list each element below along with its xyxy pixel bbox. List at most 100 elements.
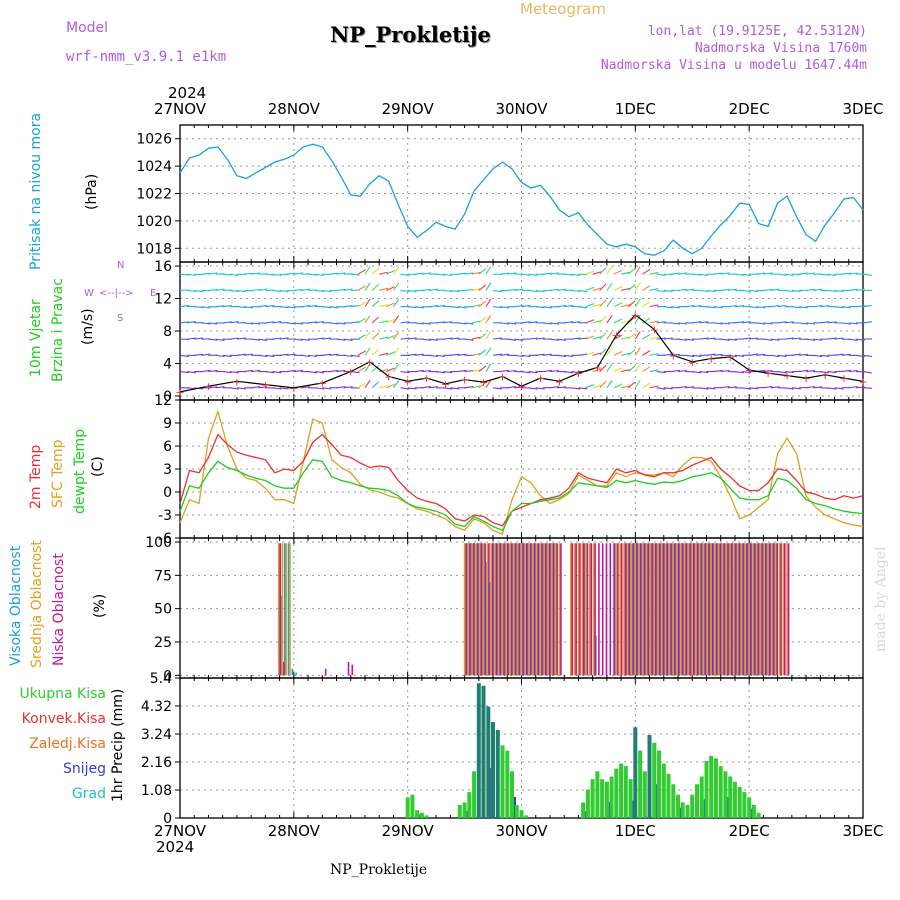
wind-barb bbox=[855, 386, 865, 389]
date-label-top: 27NOV bbox=[154, 100, 207, 118]
precip-bar bbox=[638, 750, 643, 818]
wind-barb bbox=[364, 266, 371, 275]
wind-barb bbox=[229, 321, 239, 324]
wind-barb bbox=[421, 272, 431, 275]
precip-bar bbox=[424, 815, 429, 818]
wind-barb bbox=[806, 288, 816, 291]
wind-barb bbox=[514, 288, 524, 291]
model-elevation-label: Nadmorska Visina u modelu 1647.44m bbox=[600, 58, 867, 73]
wind-barb bbox=[300, 338, 310, 341]
wind-barb bbox=[720, 288, 730, 291]
y-tick-label: 0 bbox=[163, 811, 172, 827]
wind-gust-marker: + bbox=[365, 356, 374, 369]
date-label-bottom: 29NOV bbox=[382, 822, 435, 840]
wind-gust-marker: + bbox=[783, 370, 792, 383]
wind-barb bbox=[855, 338, 865, 341]
wind-barb bbox=[557, 304, 567, 308]
wind-barb bbox=[627, 365, 636, 373]
precip-bar bbox=[524, 815, 529, 818]
wind-barb bbox=[841, 306, 851, 309]
compass-cross-icon: <--|--> bbox=[99, 288, 134, 299]
wind-barb bbox=[208, 288, 218, 291]
wind-barb bbox=[443, 289, 453, 292]
wind-barb bbox=[756, 272, 766, 275]
wind-barb bbox=[706, 353, 716, 356]
precip-bar bbox=[514, 805, 519, 818]
wind-barb bbox=[791, 337, 801, 340]
wind-barb bbox=[706, 387, 716, 390]
wind-barb bbox=[471, 271, 481, 275]
wind-barb bbox=[692, 304, 702, 308]
wind-barb bbox=[251, 369, 261, 373]
wind-barb bbox=[656, 289, 666, 293]
wind-barb bbox=[364, 331, 371, 340]
wind-barb bbox=[798, 322, 808, 325]
wind-barb bbox=[478, 316, 487, 324]
wind-barb bbox=[485, 380, 492, 389]
wind-barb bbox=[364, 282, 371, 291]
wind-barb bbox=[813, 386, 823, 389]
wind-barb bbox=[855, 288, 865, 291]
wind-barb bbox=[187, 273, 197, 277]
precip-bar bbox=[623, 766, 628, 818]
precip-bar bbox=[472, 771, 477, 818]
wind-barb bbox=[329, 306, 339, 309]
wind-barb bbox=[741, 337, 752, 340]
panel-frame-precip bbox=[179, 677, 864, 819]
wind-barb bbox=[379, 271, 389, 275]
wind-barb bbox=[634, 298, 641, 307]
wind-barb bbox=[564, 354, 574, 358]
wind-barb bbox=[592, 287, 602, 291]
wind-barb bbox=[834, 387, 844, 390]
wind-barb bbox=[343, 338, 353, 341]
wind-barb bbox=[670, 306, 680, 309]
wind-barb bbox=[535, 387, 545, 390]
wind-gust-marker: + bbox=[261, 379, 270, 392]
wind-barb bbox=[613, 318, 623, 324]
wind-barb bbox=[599, 316, 607, 324]
wind-barb bbox=[392, 363, 400, 372]
precip-bar bbox=[699, 776, 704, 818]
precip-bar bbox=[680, 802, 685, 818]
wind-gust-marker: + bbox=[707, 353, 716, 366]
subtitle: Meteogram bbox=[520, 0, 606, 18]
wind-barb bbox=[293, 322, 303, 325]
wind-gust-marker: + bbox=[204, 380, 213, 393]
wind-barb bbox=[414, 353, 424, 356]
wind-barb bbox=[485, 315, 492, 324]
wind-barb bbox=[827, 337, 837, 340]
wind-barb bbox=[820, 304, 830, 308]
precip-bar bbox=[500, 745, 505, 818]
wind-barb bbox=[727, 386, 737, 389]
wind-barb bbox=[500, 272, 510, 275]
wind-gust-marker: + bbox=[820, 369, 829, 382]
wind-barb bbox=[392, 331, 400, 340]
precip-bar bbox=[585, 789, 590, 818]
wind-barb bbox=[343, 288, 353, 291]
wind-barb bbox=[713, 369, 723, 373]
wind-barb bbox=[243, 306, 253, 309]
wind-barb bbox=[286, 322, 296, 325]
wind-barb bbox=[798, 353, 808, 356]
wind-barb bbox=[336, 386, 346, 389]
wind-barb bbox=[300, 386, 310, 389]
wind-barb bbox=[243, 322, 254, 325]
wind-barb bbox=[428, 386, 438, 389]
precip-bar bbox=[732, 781, 737, 818]
compass-n: N bbox=[117, 260, 125, 271]
wind-barb bbox=[571, 273, 581, 276]
wind-barb bbox=[485, 347, 492, 356]
wind-barb bbox=[841, 369, 851, 373]
wind-barb bbox=[720, 385, 730, 389]
precip-bar bbox=[751, 805, 756, 818]
wind-barb bbox=[300, 354, 310, 358]
wind-barb bbox=[542, 306, 552, 309]
wind-barb bbox=[549, 272, 559, 275]
wind-barb bbox=[820, 371, 830, 374]
precip-bar bbox=[495, 729, 500, 818]
wind-barb bbox=[556, 288, 567, 291]
precip-bar bbox=[690, 794, 695, 818]
wind-barb bbox=[692, 371, 702, 374]
wind-gust-marker: + bbox=[318, 377, 327, 390]
wind-barb bbox=[307, 371, 318, 374]
